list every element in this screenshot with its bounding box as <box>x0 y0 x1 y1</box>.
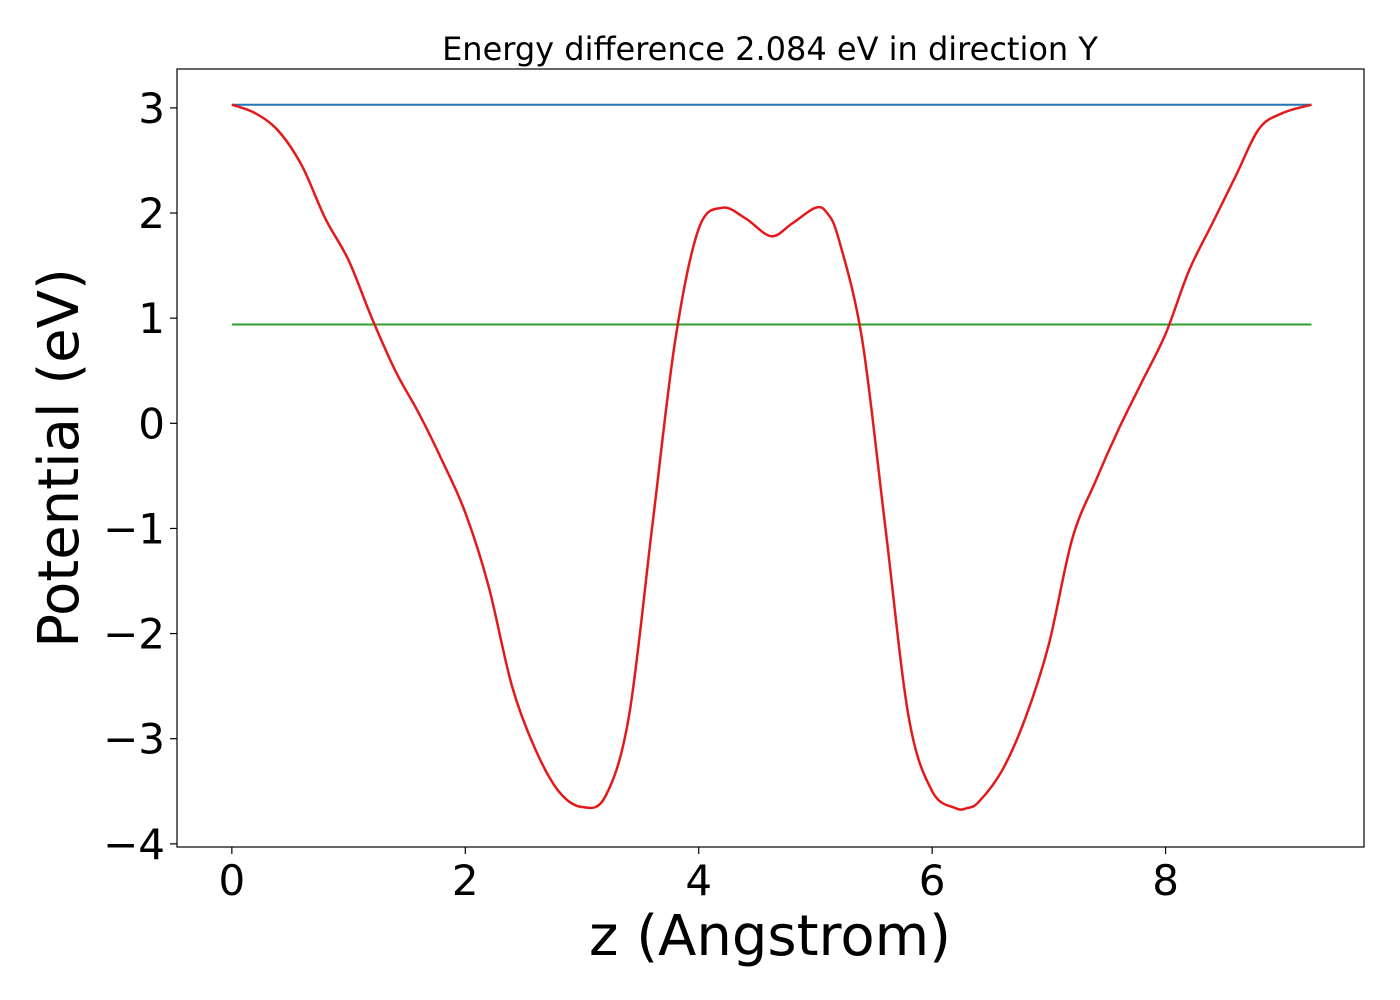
series-line-potential <box>231 103 1312 811</box>
x-tick-label: 6 <box>919 856 946 905</box>
y-tick-label: 1 <box>138 294 165 343</box>
y-tick-label: 3 <box>138 84 165 133</box>
chart-title: Energy difference 2.084 eV in direction … <box>442 30 1098 68</box>
y-axis-ticks: 3 2 1 0 −1 −2 −3 −4 <box>103 84 177 869</box>
y-tick-label: 2 <box>138 189 165 238</box>
x-axis-label: z (Angstrom) <box>589 904 951 969</box>
y-tick-label: −1 <box>103 504 165 553</box>
x-tick-label: 8 <box>1152 856 1179 905</box>
x-tick-label: 0 <box>218 856 245 905</box>
y-tick-label: −4 <box>103 820 165 869</box>
y-tick-label: −3 <box>103 715 165 764</box>
y-tick-label: −2 <box>103 610 165 659</box>
x-tick-label: 2 <box>452 856 479 905</box>
plot-frame <box>176 68 1365 848</box>
y-tick-label: 0 <box>138 399 165 448</box>
series-layer <box>231 103 1312 811</box>
x-axis-ticks: 0 2 4 6 8 <box>218 847 1179 905</box>
x-tick-label: 4 <box>685 856 712 905</box>
y-axis-label: Potential (eV) <box>27 268 92 648</box>
